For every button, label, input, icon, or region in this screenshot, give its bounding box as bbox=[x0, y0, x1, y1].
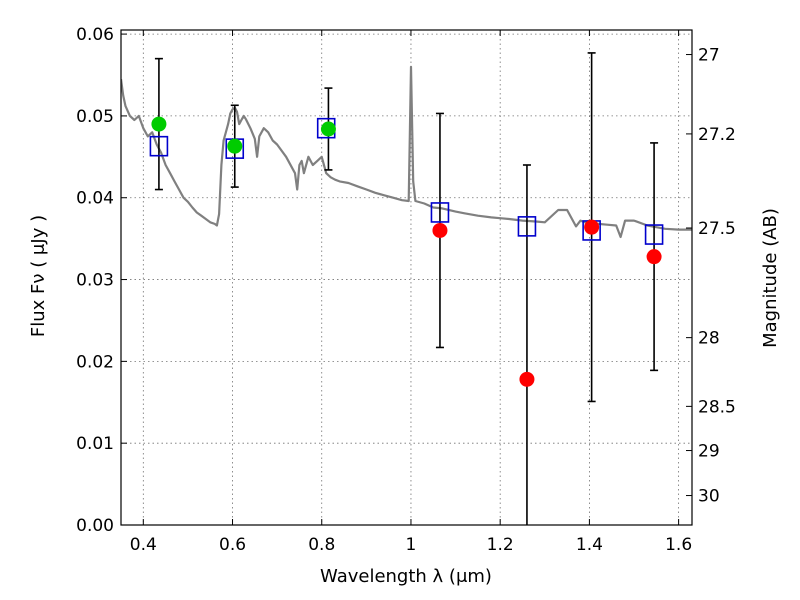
y-tick-label: 0.03 bbox=[76, 271, 114, 291]
nondetection-point bbox=[432, 222, 448, 238]
error-bars-layer bbox=[154, 52, 659, 525]
y-tick-label: 0.06 bbox=[76, 25, 114, 45]
model-photometry-square bbox=[517, 216, 537, 237]
right-tick-label: 28.5 bbox=[698, 397, 736, 417]
nondetection-point bbox=[519, 371, 535, 387]
x-tick-label: 1.4 bbox=[576, 535, 603, 555]
y-tick-label: 0.02 bbox=[76, 352, 114, 372]
y-tick-label: 0.05 bbox=[76, 107, 114, 127]
model-sed-layer bbox=[121, 65, 692, 239]
model-sed-line bbox=[121, 65, 692, 239]
x-tick-label: 0.8 bbox=[308, 535, 335, 555]
detection-point bbox=[320, 121, 336, 137]
x-tick-label: 1.2 bbox=[487, 535, 514, 555]
model-photometry-square bbox=[430, 202, 450, 223]
right-tick-label: 27.2 bbox=[698, 125, 736, 145]
right-tick-label: 30 bbox=[698, 487, 720, 507]
x-tick-label: 0.6 bbox=[219, 535, 246, 555]
right-tick-label: 28 bbox=[698, 329, 720, 349]
x-tick-label: 0.4 bbox=[130, 535, 157, 555]
detection-point bbox=[151, 116, 167, 132]
detection-point bbox=[227, 138, 243, 154]
right-tick-label: 29 bbox=[698, 442, 720, 462]
x-axis-label: Wavelength λ (μm) bbox=[320, 566, 492, 587]
right-axis-label: Magnitude (AB) bbox=[760, 208, 781, 348]
nondetection-point bbox=[584, 219, 600, 235]
plot-frame bbox=[120, 29, 693, 526]
axis-ticks: 0.4 0.6 0.8 1 1.2 1.4 1.6 0.00 0.01 0.02 0.03 0.04 0… bbox=[76, 25, 736, 555]
right-tick-label: 27 bbox=[698, 46, 720, 66]
x-tick-label: 1.6 bbox=[665, 535, 692, 555]
y-tick-label: 0.04 bbox=[76, 189, 114, 209]
markers-layer bbox=[149, 116, 664, 387]
y-axis-label: Flux Fν ( μJy ) bbox=[28, 215, 49, 337]
y-tick-label: 0.01 bbox=[76, 434, 114, 454]
model-photometry-square bbox=[644, 224, 664, 245]
right-tick-label: 27.5 bbox=[698, 219, 736, 239]
grid-lines bbox=[121, 30, 692, 525]
y-tick-label: 0.00 bbox=[76, 516, 114, 536]
x-tick-label: 1 bbox=[406, 535, 417, 555]
model-photometry-square bbox=[149, 135, 169, 157]
nondetection-point bbox=[646, 249, 662, 265]
